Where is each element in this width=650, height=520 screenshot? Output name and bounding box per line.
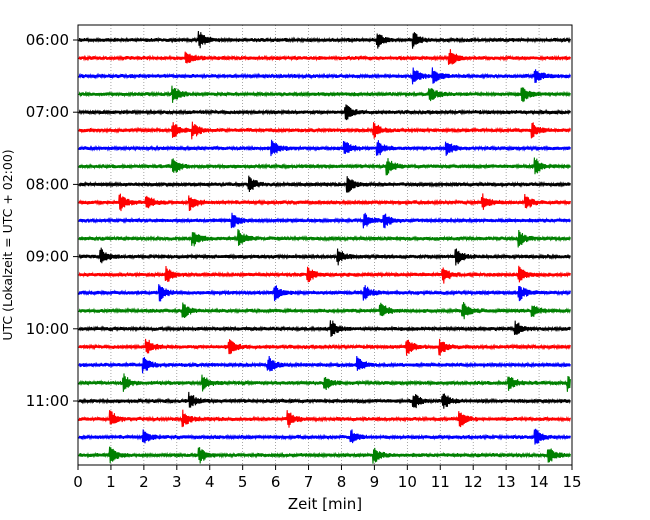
x-tick-label-12: 12: [464, 473, 483, 491]
x-tick-label-7: 7: [304, 473, 314, 491]
trace-0645: [78, 85, 571, 103]
trace-0815: [78, 193, 571, 212]
x-tick-label-4: 4: [205, 473, 215, 491]
y-tick-label-1000: 10:00: [26, 320, 69, 338]
trace-0615: [78, 49, 571, 65]
y-axis-label: UTC (Lokalzeit = UTC + 02:00): [0, 149, 15, 340]
trace-0930: [78, 284, 571, 302]
x-tick-label-9: 9: [370, 473, 380, 491]
trace-row-0615: [78, 49, 571, 65]
trace-row-1000: [78, 320, 571, 337]
trace-row-0845: [78, 229, 571, 248]
x-tick-label-11: 11: [431, 473, 450, 491]
trace-row-0730: [78, 139, 571, 157]
x-tick-label-15: 15: [562, 473, 581, 491]
trace-row-0745: [78, 157, 571, 176]
y-axis-ticks: 06:00 07:00 08:00 09:00 10:00 11:00: [26, 31, 78, 410]
trace-1115: [78, 409, 571, 428]
trace-0715: [78, 121, 571, 140]
plot-frame: [77, 24, 573, 466]
trace-0745: [78, 157, 571, 176]
trace-1000: [78, 320, 571, 337]
trace-row-0645: [78, 85, 571, 103]
trace-0830: [78, 212, 571, 229]
trace-row-0700: [78, 104, 571, 121]
x-tick-label-2: 2: [139, 473, 149, 491]
trace-row-0900: [78, 247, 571, 266]
trace-1030: [78, 355, 571, 374]
trace-0945: [78, 301, 571, 320]
trace-1045: [78, 373, 571, 392]
trace-0630: [78, 67, 571, 85]
trace-1100: [78, 391, 571, 409]
trace-1130: [78, 428, 571, 445]
trace-row-0815: [78, 193, 571, 212]
trace-0600: [78, 30, 571, 49]
y-tick-label-0700: 07:00: [26, 103, 69, 121]
x-tick-label-6: 6: [271, 473, 281, 491]
trace-row-0800: [78, 175, 571, 193]
trace-row-0930: [78, 284, 571, 302]
trace-row-0830: [78, 212, 571, 229]
trace-0915: [78, 265, 571, 284]
x-tick-label-1: 1: [106, 473, 116, 491]
trace-row-1030: [78, 355, 571, 374]
trace-0900: [78, 247, 571, 266]
trace-0700: [78, 104, 571, 121]
x-axis-ticks: 0 1 2 3 4 5 6 7 8 9 10 11 12 13 14 15: [73, 465, 582, 491]
trace-row-0715: [78, 121, 571, 140]
x-tick-label-13: 13: [497, 473, 516, 491]
x-axis-label: Zeit [min]: [288, 495, 362, 513]
x-tick-label-10: 10: [398, 473, 417, 491]
trace-row-1100: [78, 391, 571, 409]
trace-row-1045: [78, 373, 571, 392]
trace-row-0630: [78, 67, 571, 85]
trace-row-1145: [78, 446, 571, 464]
trace-row-1015: [78, 338, 571, 356]
x-tick-label-14: 14: [530, 473, 549, 491]
vertical-gridlines: [77, 25, 573, 465]
trace-row-1130: [78, 428, 571, 445]
y-tick-label-0800: 08:00: [26, 175, 69, 193]
trace-row-0600: [78, 30, 571, 49]
y-tick-label-0600: 06:00: [26, 31, 69, 49]
seismogram-traces: [78, 30, 571, 464]
x-tick-label-0: 0: [73, 473, 83, 491]
trace-0845: [78, 229, 571, 248]
x-tick-label-3: 3: [172, 473, 182, 491]
x-tick-label-5: 5: [238, 473, 248, 491]
x-tick-label-8: 8: [337, 473, 347, 491]
trace-row-0915: [78, 265, 571, 284]
trace-row-1115: [78, 409, 571, 428]
trace-1145: [78, 446, 571, 464]
trace-row-0945: [78, 301, 571, 320]
trace-1015: [78, 338, 571, 356]
y-tick-label-0900: 09:00: [26, 248, 69, 266]
trace-0800: [78, 175, 571, 193]
trace-0730: [78, 139, 571, 157]
y-tick-label-1100: 11:00: [26, 392, 69, 410]
